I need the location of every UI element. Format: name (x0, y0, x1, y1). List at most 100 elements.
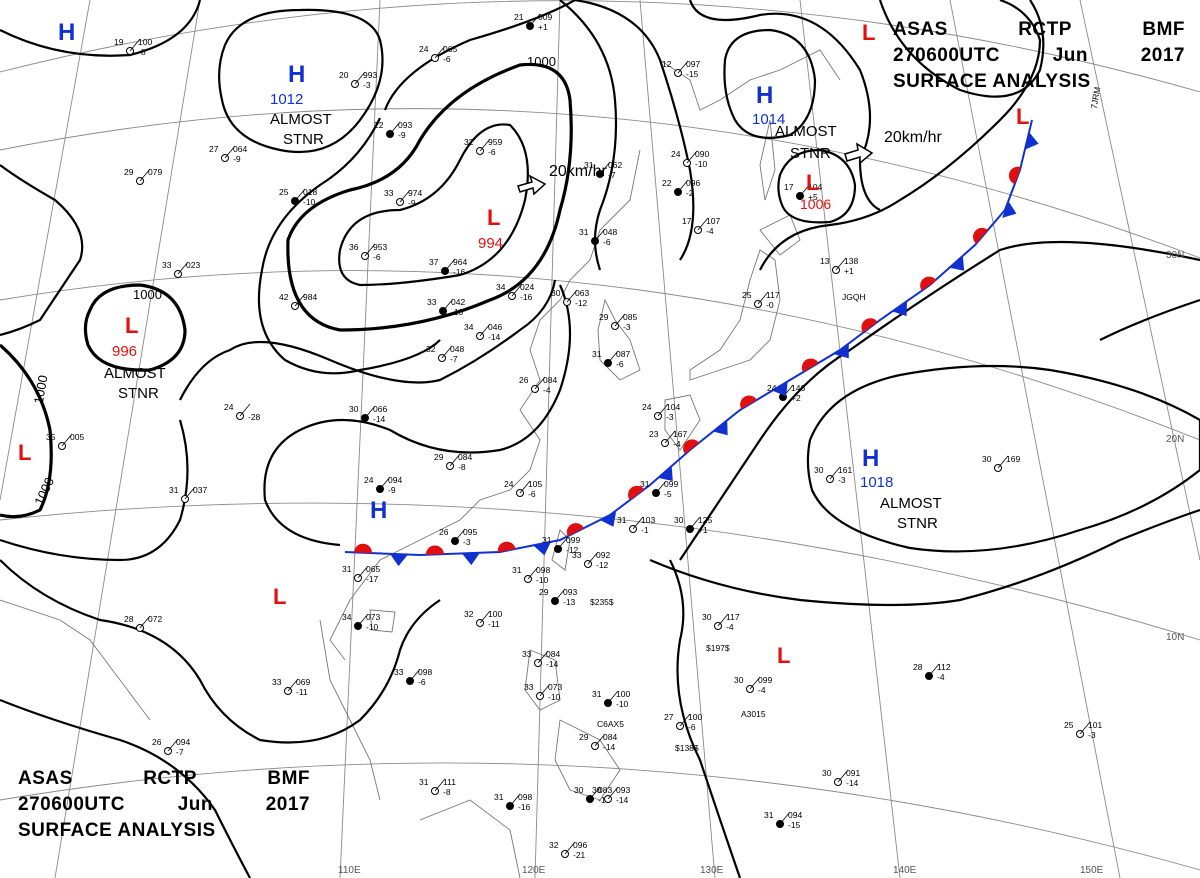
station-temp: 32 (426, 344, 436, 354)
motion-vectors: 20km/hr 20km/hr (517, 129, 942, 196)
wind-barb (997, 455, 1009, 469)
station-tendency: -4 (937, 672, 945, 682)
high-symbol: H (862, 445, 879, 472)
station-temp: 35 (46, 432, 56, 442)
station-plot: 30 066-14 (349, 404, 387, 424)
station-pressure: 085 (623, 312, 637, 322)
isobar-1008-china (179, 279, 557, 401)
station-temp: 31 (764, 810, 774, 820)
wind-barb (607, 690, 619, 704)
isobar-1008-loop (263, 284, 572, 547)
lon-label-120e: 120E (522, 865, 546, 876)
station-pressure: 993 (363, 70, 377, 80)
station-temp: 25 (279, 187, 289, 197)
high-symbol: H (370, 497, 387, 524)
station-pressure: 073 (366, 612, 380, 622)
station-pressure: 098 (536, 565, 550, 575)
station-pressure: 953 (373, 242, 387, 252)
wind-barb (679, 713, 691, 727)
station-temp: 30 (349, 404, 359, 414)
station-pressure: 092 (596, 550, 610, 560)
station-temp: 29 (434, 452, 444, 462)
station-pressure: 084 (603, 732, 617, 742)
wind-barb (61, 433, 73, 447)
station-tendency: -6 (688, 722, 696, 732)
coastline-kyushu (664, 394, 701, 451)
lat-label-30n: 30N (1166, 250, 1184, 261)
wind-barb (479, 610, 491, 624)
station-plot: 29 093-13 (539, 587, 577, 607)
station-pressure: 065 (443, 44, 457, 54)
station-temp: 31 (592, 689, 602, 699)
isobar-1004-north (383, 0, 576, 111)
station-pressure: 104 (666, 402, 680, 412)
isobar-1008-east (574, 0, 695, 261)
station-tendency: -11 (488, 619, 500, 629)
station-temp: 19 (114, 37, 124, 47)
wind-barb (686, 150, 698, 164)
station-tendency: -12 (575, 298, 588, 308)
wind-barb (835, 257, 847, 271)
station-pressure: 018 (303, 187, 317, 197)
station-temp: 31 (542, 535, 552, 545)
pressure-centers: H H 1012 ALMOST STNR H 1014 ALMOST STNR … (18, 19, 1029, 668)
header-year: 2017 (1140, 45, 1185, 66)
station-tendency: -10 (548, 692, 561, 702)
station-temp: 31 (592, 349, 602, 359)
station-temp: 31 (640, 479, 650, 489)
ship-id: $235$ (590, 597, 614, 607)
station-tendency: -4 (543, 385, 551, 395)
coastlines (0, 49, 841, 878)
cold-front-triangle (1024, 132, 1039, 150)
station-temp: 33 (394, 667, 404, 677)
station-temp: 27 (664, 712, 674, 722)
station-tendency: -6 (443, 54, 451, 64)
wind-barb (566, 289, 578, 303)
header-station: RCTP (143, 768, 197, 789)
header-month: Jun (177, 794, 213, 815)
low-center: L (862, 20, 875, 45)
lat-label-20n: 20N (1166, 434, 1184, 445)
station-plot: 32 100-11 (464, 609, 502, 629)
station-plot: 31 048-6 (579, 227, 617, 247)
station-temp: 33 (427, 297, 437, 307)
station-plot: 33 069-11 (272, 677, 310, 697)
isobar-1008-west-south (0, 559, 441, 744)
isobar-1012-far-east (1099, 298, 1200, 341)
station-tendency: -12 (566, 545, 579, 555)
pressure-value: 994 (478, 235, 503, 252)
isobar-around-h1014 (723, 28, 817, 139)
station-plot: 24 104-3 (642, 402, 680, 422)
station-plot: 36 953-6 (349, 242, 387, 262)
cold-front-triangle (389, 553, 408, 567)
longitude-line-90e (0, 0, 91, 501)
station-plot: 31 099-12 (542, 535, 580, 555)
station-pressure: 117 (766, 290, 780, 300)
longitude-line-110e (339, 0, 381, 878)
station-tendency: -3 (363, 80, 371, 90)
header-time: 270600UTC (18, 794, 125, 815)
station-pressure: 093 (398, 120, 412, 130)
station-pressure: 107 (706, 216, 720, 226)
station-tendency: -3 (1088, 730, 1096, 740)
wind-barb (677, 60, 689, 74)
station-tendency: -0 (766, 300, 774, 310)
low-symbol: L (862, 20, 875, 45)
station-temp: 30 (814, 465, 824, 475)
station-temp: 31 (169, 485, 179, 495)
cold-front-triangle (713, 420, 728, 436)
front-symbols (353, 132, 1039, 567)
station-pressure: 096 (573, 840, 587, 850)
isobar-around-h1018 (806, 364, 1200, 553)
station-pressure: 087 (616, 349, 630, 359)
wind-barb (537, 650, 549, 664)
station-temp: 30 (592, 785, 602, 795)
station-pressure: 024 (520, 282, 534, 292)
header-line-1: ASAS RCTP BMF (18, 766, 310, 792)
wind-barb (379, 476, 391, 490)
warm-front-semicircle (973, 227, 988, 244)
stationary-front (344, 119, 1033, 557)
station-tendency: -3 (666, 412, 674, 422)
station-temp: 24 (767, 383, 777, 393)
high-center: H (370, 497, 387, 524)
